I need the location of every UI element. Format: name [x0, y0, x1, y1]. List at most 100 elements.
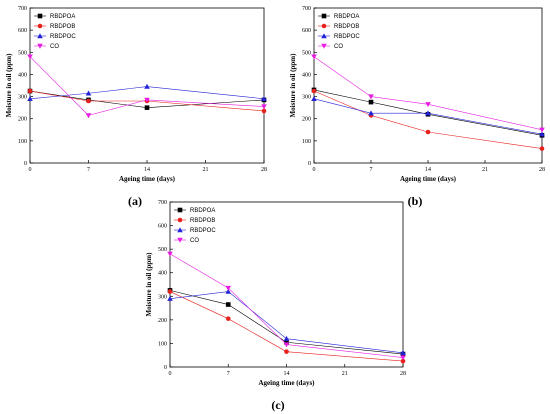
- data-point-rbdpob: [539, 146, 545, 151]
- series-line-co: [313, 56, 543, 131]
- legend-marker: [37, 33, 43, 39]
- data-point-rbdpoc: [311, 95, 317, 101]
- y-tick-label: 300: [158, 294, 167, 300]
- series-line-rbdpoa: [29, 90, 265, 108]
- legend-label: RBDPOB: [334, 24, 359, 30]
- legend-label: RBDPOA: [50, 14, 75, 20]
- plot-frame: [313, 7, 543, 164]
- x-tick-label: 28: [261, 167, 267, 173]
- data-point-co: [283, 342, 290, 348]
- panel-label: (b): [408, 194, 423, 208]
- x-tick-label: 0: [169, 371, 172, 377]
- legend-marker: [321, 23, 327, 29]
- legend-label: RBDPOA: [190, 208, 215, 214]
- y-tick-label: 500: [158, 247, 167, 253]
- chart-panel-a: 0 100 200 300 400 500 600 700 0 7 14 21 28 Ageing tim…: [5, 6, 267, 208]
- y-tick-label: 0: [24, 161, 27, 167]
- y-tick-label: 700: [18, 6, 27, 12]
- legend-label: RBDPOB: [50, 24, 75, 30]
- legend-marker: [177, 227, 183, 233]
- data-point-rbdpoc: [539, 131, 545, 137]
- legend-marker: [37, 13, 43, 19]
- data-point-co: [167, 251, 173, 257]
- x-tick-label: 28: [539, 167, 545, 173]
- legend-marker: [321, 43, 327, 49]
- data-point-rbdpoc: [261, 95, 267, 101]
- y-tick-label: 400: [18, 72, 27, 78]
- data-point-rbdpob: [27, 88, 33, 94]
- data-point-rbdpob: [225, 316, 231, 321]
- data-point-rbdpob: [400, 358, 406, 364]
- series-line-rbdpoc: [313, 98, 543, 135]
- data-point-co: [425, 102, 431, 108]
- x-tick-label: 14: [284, 371, 290, 377]
- y-tick-label: 600: [302, 28, 311, 34]
- x-axis-label: Ageing time (days): [119, 175, 176, 183]
- data-point-rbdpob: [311, 88, 317, 94]
- panel-label: (c): [271, 398, 284, 412]
- x-axis-label: Ageing time (days): [400, 175, 457, 183]
- y-tick-label: 300: [18, 95, 27, 101]
- y-tick-label: 600: [18, 28, 27, 34]
- y-tick-label: 200: [158, 318, 167, 324]
- y-axis-label: Moisture in oil (ppm): [289, 53, 297, 118]
- data-point-rbdpoc: [368, 110, 374, 116]
- legend-marker: [177, 237, 183, 243]
- y-tick-label: 500: [18, 50, 27, 56]
- panel-label: (a): [128, 194, 142, 208]
- x-axis-label: Ageing time (days): [259, 379, 316, 387]
- series-line-rbdpoa: [169, 290, 404, 355]
- data-point-rbdpoa: [368, 99, 374, 105]
- y-tick-label: 100: [18, 139, 27, 145]
- data-point-rbdpob: [261, 108, 267, 114]
- y-tick-label: 700: [302, 6, 311, 12]
- y-tick-label: 0: [164, 365, 167, 371]
- data-point-rbdpoc: [425, 110, 431, 116]
- x-tick-label: 7: [370, 167, 373, 173]
- series-line-co: [29, 56, 265, 116]
- x-tick-label: 28: [400, 371, 406, 377]
- data-point-rbdpoa: [144, 105, 150, 110]
- series-line-rbdpob: [169, 291, 404, 362]
- data-point-rbdpoc: [167, 295, 173, 301]
- data-point-co: [225, 285, 232, 291]
- legend-label: RBDPOC: [190, 228, 216, 234]
- data-point-rbdpoc: [144, 83, 150, 89]
- y-axis-label: Moisture in oil (ppm): [145, 252, 153, 317]
- x-tick-label: 21: [342, 371, 348, 377]
- data-point-rbdpob: [284, 349, 289, 354]
- data-point-co: [144, 97, 150, 103]
- legend-label: RBDPOB: [190, 218, 215, 224]
- y-tick-label: 600: [158, 224, 167, 230]
- data-point-rbdpoc: [400, 350, 406, 356]
- y-tick-label: 200: [302, 117, 311, 123]
- y-tick-label: 700: [158, 200, 167, 206]
- legend-label: RBDPOC: [50, 34, 76, 40]
- x-tick-label: 0: [29, 167, 32, 173]
- chart-panel-c: 0 100 200 300 400 500 600 700 0 7 14 21 28 Ageing tim…: [145, 200, 406, 412]
- data-point-co: [85, 113, 92, 119]
- x-tick-label: 14: [144, 167, 150, 173]
- data-point-rbdpoc: [85, 90, 92, 96]
- series-line-rbdpob: [313, 90, 543, 149]
- data-point-co: [27, 54, 33, 60]
- legend-marker: [37, 43, 43, 49]
- x-tick-label: 7: [87, 167, 90, 173]
- series-line-rbdpoa: [313, 89, 543, 136]
- data-point-rbdpob: [425, 129, 431, 135]
- data-point-co: [311, 54, 317, 60]
- legend-label: CO: [190, 238, 199, 244]
- legend-label: RBDPOC: [334, 34, 360, 40]
- data-point-rbdpoa: [284, 339, 289, 345]
- data-point-rbdpob: [167, 289, 173, 294]
- x-tick-label: 0: [313, 167, 316, 173]
- y-tick-label: 100: [302, 139, 311, 145]
- chart-panel-b: 0 100 200 300 400 500 600 700 0 7 14 21 28 Ageing tim…: [289, 6, 545, 208]
- y-tick-label: 100: [158, 341, 167, 347]
- x-tick-label: 14: [425, 167, 431, 173]
- x-tick-label: 21: [203, 167, 209, 173]
- x-tick-label: 21: [482, 167, 488, 173]
- data-point-co: [261, 104, 267, 110]
- series-line-rbdpoc: [29, 86, 265, 100]
